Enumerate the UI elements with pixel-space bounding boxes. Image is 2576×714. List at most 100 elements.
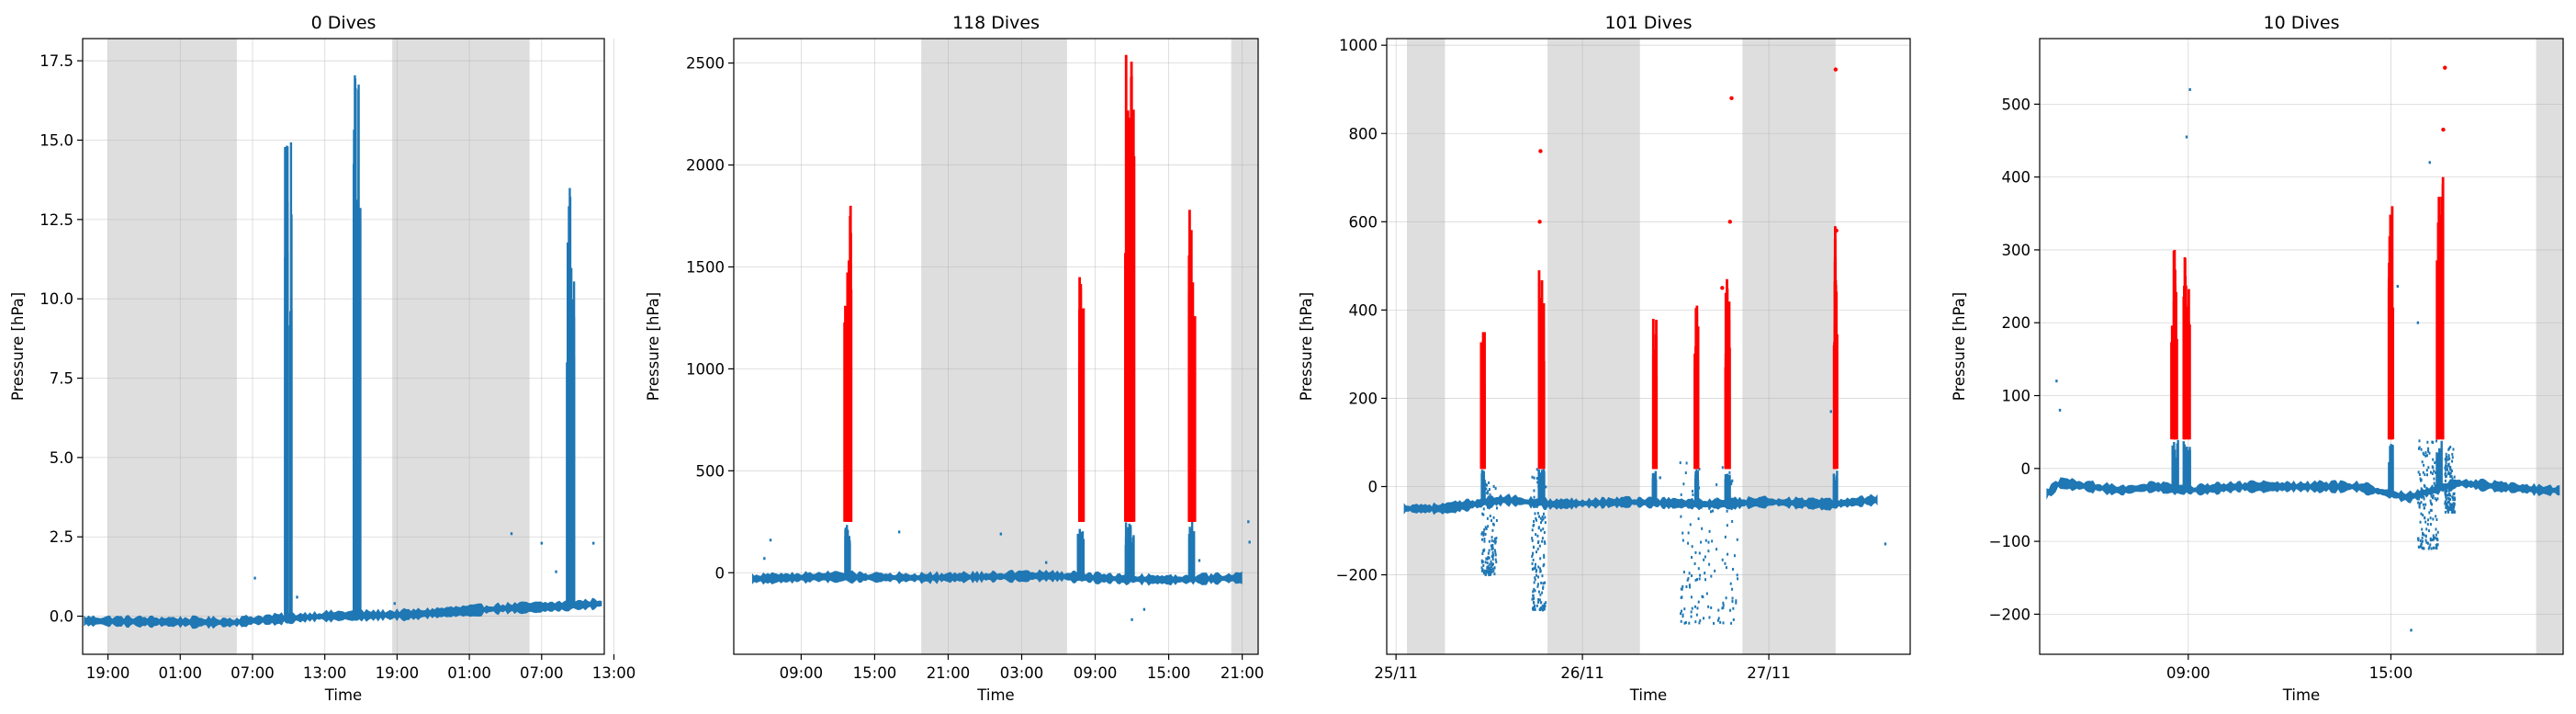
noise-point <box>1492 522 1495 526</box>
noise-point <box>2419 477 2422 481</box>
noise-point <box>2445 493 2447 496</box>
noise-point <box>1544 605 1547 608</box>
y-tick-label: 400 <box>2002 169 2031 187</box>
noise-point <box>1542 564 1545 568</box>
outlier-point <box>555 570 557 573</box>
x-tick-label: 25/11 <box>1374 664 1418 682</box>
noise-point <box>2445 498 2447 502</box>
noise-point <box>2451 456 2454 459</box>
noise-point <box>1532 558 1535 561</box>
dive-point <box>1727 220 1732 224</box>
burst-2-dive <box>1082 324 1085 522</box>
noise-point <box>2426 518 2429 522</box>
noise-point <box>1689 523 1692 527</box>
noise-point <box>1485 527 1488 530</box>
noise-point <box>1531 528 1534 532</box>
noise-point <box>1532 590 1535 594</box>
noise-point <box>1534 578 1536 582</box>
noise-point <box>2424 538 2427 542</box>
noise-point <box>1690 615 1693 618</box>
noise-point <box>2448 498 2451 502</box>
noise-point <box>2435 527 2437 531</box>
noise-point <box>1495 518 1498 522</box>
noise-point <box>1700 505 1703 509</box>
noise-point <box>1708 616 1711 619</box>
noise-point <box>2429 516 2432 520</box>
outlier-point <box>2410 629 2413 632</box>
noise-point <box>1542 586 1545 590</box>
noise-point <box>2432 458 2435 461</box>
noise-point <box>1494 487 1497 491</box>
burst-4-stroke <box>2439 450 2443 489</box>
burst-1-dive <box>847 311 850 522</box>
noise-point <box>2445 452 2447 456</box>
noise-point <box>1533 607 1535 611</box>
outlier-point <box>1131 618 1133 621</box>
noise-point <box>2417 545 2420 549</box>
burst-3-dive <box>2390 280 2394 440</box>
burst-2-stroke <box>1076 533 1079 578</box>
noise-point <box>2444 510 2447 514</box>
night-shading-3 <box>1742 39 1836 654</box>
noise-point <box>1494 541 1497 545</box>
noise-point <box>2426 541 2429 545</box>
noise-point <box>2429 537 2432 540</box>
x-axis-label: Time <box>2282 686 2320 704</box>
noise-point <box>2433 470 2435 473</box>
noise-point <box>1495 561 1498 564</box>
noise-point <box>2430 502 2433 505</box>
burst-1-stroke <box>849 539 851 577</box>
y-tick-label: 100 <box>2002 388 2031 405</box>
noise-point <box>1700 540 1703 544</box>
noise-point <box>1537 597 1540 601</box>
noise-point <box>1484 526 1487 529</box>
noise-point <box>1481 512 1484 516</box>
noise-point <box>2419 520 2422 524</box>
noise-point <box>2444 466 2447 470</box>
noise-point <box>1535 573 1537 577</box>
y-tick-label: 7.5 <box>50 370 73 388</box>
noise-point <box>1687 531 1690 535</box>
noise-point <box>1533 495 1535 499</box>
night-shading-2 <box>392 39 530 654</box>
noise-point <box>1480 569 1483 572</box>
noise-point <box>1708 506 1711 510</box>
noise-point <box>2452 496 2455 500</box>
noise-point <box>1682 615 1684 618</box>
noise-point <box>2447 448 2450 451</box>
noise-point <box>2432 440 2435 444</box>
noise-point <box>2446 505 2448 509</box>
noise-point <box>1680 515 1682 518</box>
burst-4-dive <box>1189 332 1192 522</box>
noise-point <box>1735 599 1738 603</box>
noise-point <box>1531 538 1534 542</box>
burst-3-stroke <box>566 362 568 606</box>
noise-point <box>1724 535 1727 538</box>
noise-point <box>1533 501 1535 504</box>
burst-1-dive <box>1482 385 1486 470</box>
noise-point <box>1692 493 1694 496</box>
noise-point <box>1543 530 1546 534</box>
burst-1-stroke <box>2172 446 2176 490</box>
noise-point <box>1489 493 1491 496</box>
night-shading-2 <box>1231 39 1258 654</box>
burst-3-dive <box>2388 313 2391 440</box>
burst-5-stroke <box>1724 474 1727 504</box>
noise-point <box>1535 604 1538 607</box>
noise-point <box>2417 501 2420 504</box>
y-tick-label: −200 <box>1989 606 2030 623</box>
y-tick-label: 0.0 <box>50 608 73 626</box>
burst-3-stroke <box>2390 444 2392 494</box>
noise-point <box>2444 472 2447 476</box>
noise-point <box>1490 538 1493 542</box>
noise-point <box>1715 482 1718 486</box>
noise-point <box>1708 562 1711 566</box>
noise-point <box>1490 536 1493 539</box>
y-tick-label: 800 <box>1349 125 1378 142</box>
burst-4-dive <box>1191 316 1195 522</box>
noise-point <box>2429 488 2432 492</box>
burst-3-dive <box>1653 365 1656 470</box>
noise-point <box>2453 510 2456 514</box>
noise-point <box>2444 500 2447 504</box>
